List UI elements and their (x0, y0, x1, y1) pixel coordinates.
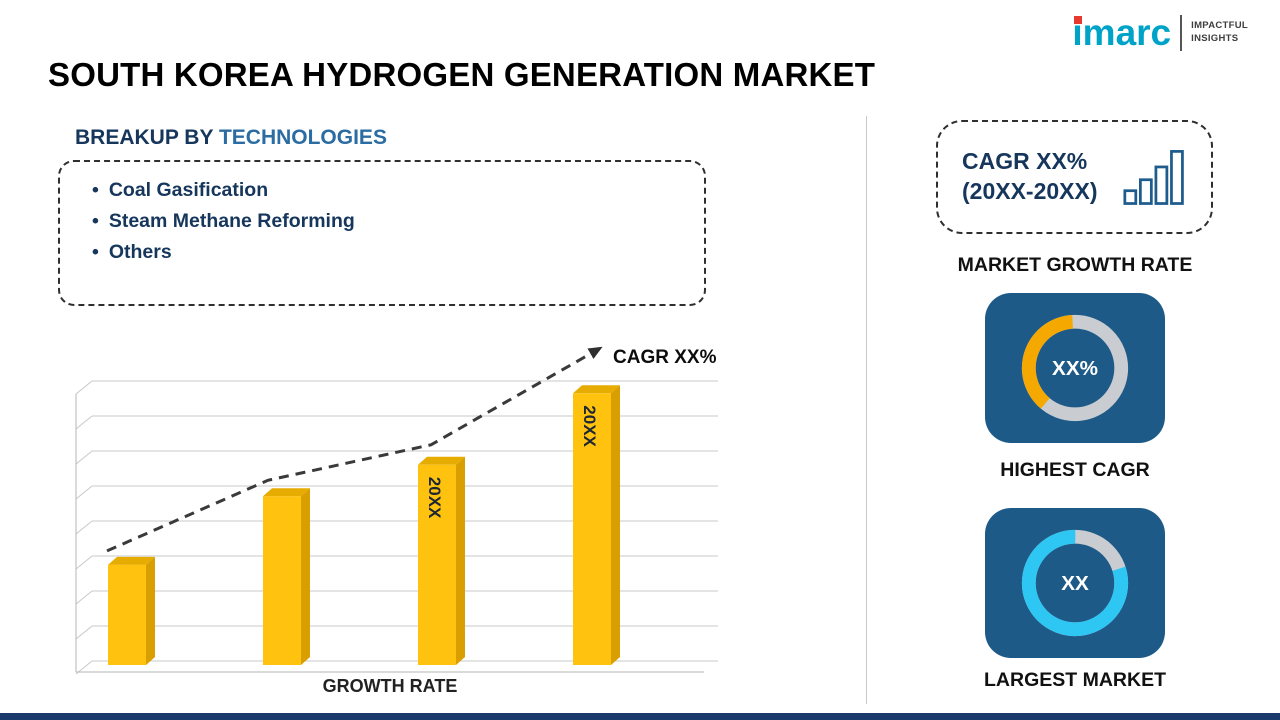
technology-item: Others (92, 237, 704, 268)
logo-tagline-line1: IMPACTFUL (1191, 20, 1248, 32)
largest-market-donut-chart: XX (1021, 529, 1129, 637)
growth-box-line1: CAGR XX% (962, 148, 1088, 175)
logo-divider (1180, 14, 1183, 51)
largest-market-tile: XX (985, 508, 1165, 658)
chart-bar: 20XX (418, 456, 465, 665)
technology-item: Coal Gasification (92, 175, 704, 206)
largest-market-label: LARGEST MARKET (984, 669, 1166, 691)
bottom-accent-bar (0, 713, 1280, 720)
imarc-red-dot-icon (1074, 16, 1083, 24)
growth-box-text: CAGR XX% (20XX-20XX) (962, 147, 1098, 207)
imarc-logo: imarc IMPACTFUL INSIGHTS (1072, 14, 1248, 51)
growth-box-line2: (20XX-20XX) (962, 178, 1098, 204)
logo-tagline-line2: INSIGHTS (1191, 32, 1239, 44)
chart-bar: 20XX (573, 385, 620, 665)
growth-rate-chart: 20XX 20XX CAGR XX% GROWTH RATE (70, 333, 740, 697)
chart-bar (263, 488, 310, 665)
section-heading-prefix: BREAKUP BY (75, 126, 219, 149)
technologies-list: Coal Gasification Steam Methane Reformin… (92, 175, 704, 268)
x-axis-label: GROWTH RATE (322, 676, 458, 696)
page-title: SOUTH KOREA HYDROGEN GENERATION MARKET (48, 56, 876, 93)
highest-cagr-donut-chart: XX% (1021, 314, 1129, 422)
bar-label: 20XX (580, 405, 599, 447)
section-heading: BREAKUP BY TECHNOLOGIES (75, 126, 387, 150)
chart-gridlines (75, 380, 718, 675)
market-growth-rate-label: MARKET GROWTH RATE (957, 254, 1193, 276)
bar-chart-icon (1123, 150, 1184, 205)
chart-bars: 20XX 20XX (108, 385, 620, 665)
imarc-logo-wordmark: imarc (1072, 14, 1171, 51)
bar-label: 20XX (425, 477, 444, 519)
market-growth-rate-box: CAGR XX% (20XX-20XX) (936, 120, 1213, 234)
trend-arrow (106, 346, 603, 553)
section-heading-highlight: TECHNOLOGIES (218, 126, 387, 149)
logo-tagline: IMPACTFUL INSIGHTS (1191, 20, 1248, 45)
bar-chart-canvas: 20XX 20XX CAGR XX% (75, 346, 718, 675)
chart-bar (108, 556, 155, 665)
technologies-box: Coal Gasification Steam Methane Reformin… (58, 160, 706, 306)
vertical-divider (866, 116, 867, 704)
highest-cagr-label: HIGHEST CAGR (1000, 459, 1150, 481)
highest-cagr-value: XX% (1052, 357, 1098, 380)
largest-market-value: XX (1061, 572, 1089, 595)
imarc-brand-text: imarc (1072, 12, 1172, 53)
cagr-annotation: CAGR XX% (613, 347, 717, 368)
highest-cagr-tile: XX% (985, 293, 1165, 443)
technology-item: Steam Methane Reforming (92, 206, 704, 237)
